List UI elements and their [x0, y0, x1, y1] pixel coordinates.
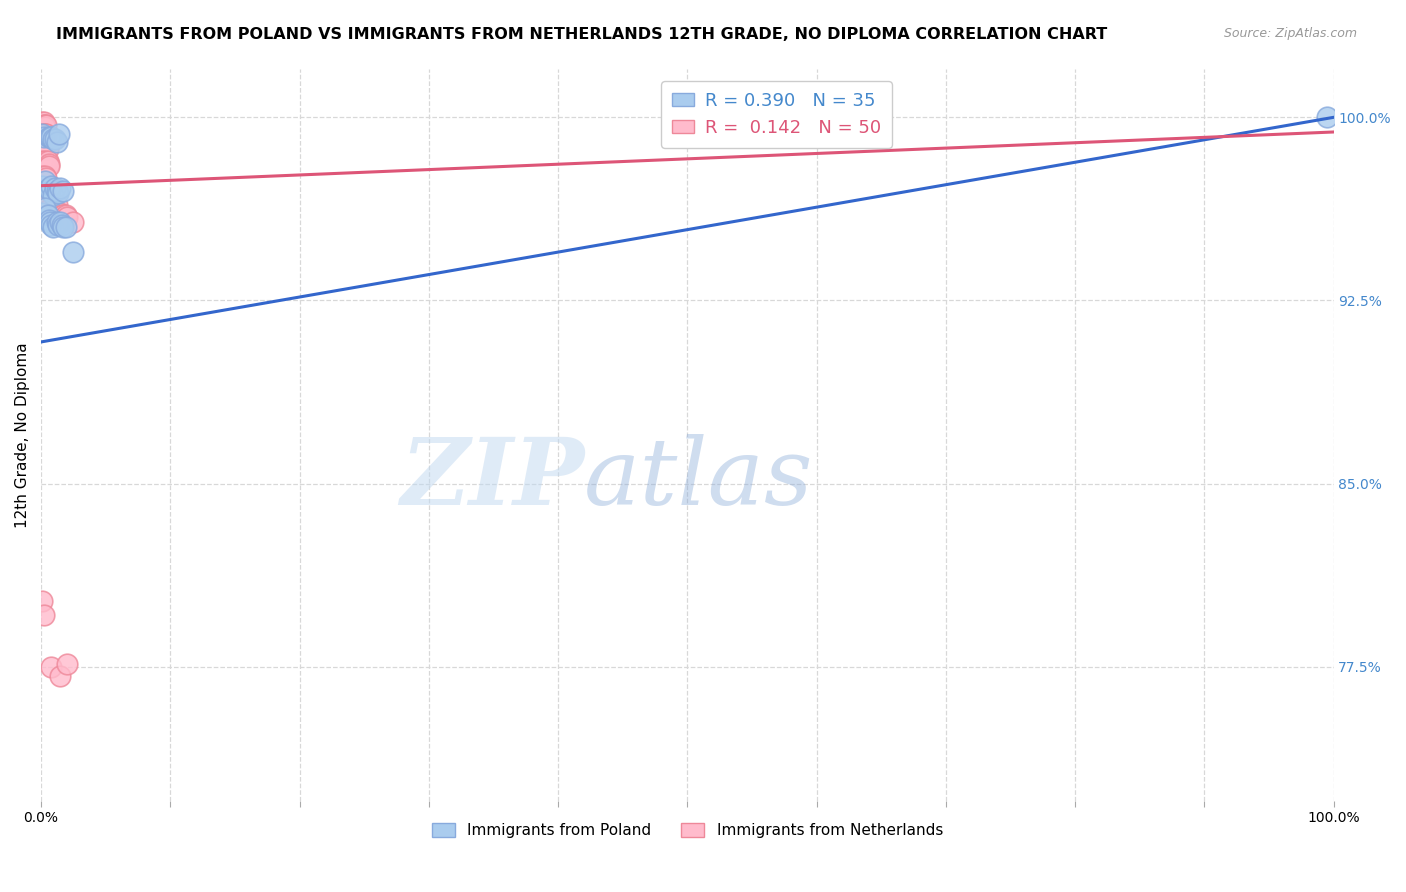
- Point: [34, 201, 56, 215]
- Point: [34, 169, 56, 183]
- Point: [38, 212, 60, 227]
- Point: [32, 171, 55, 186]
- Point: [31, 154, 53, 169]
- Point: [51, 208, 73, 222]
- Point: [32, 129, 55, 144]
- Y-axis label: 12th Grade, No Diploma: 12th Grade, No Diploma: [15, 342, 30, 527]
- Point: [55, 208, 77, 222]
- Point: [34, 129, 56, 144]
- Point: [34, 174, 56, 188]
- Point: [35, 171, 58, 186]
- Point: [38, 159, 60, 173]
- Point: [41, 129, 63, 144]
- Point: [62, 215, 84, 229]
- Point: [48, 128, 70, 142]
- Point: [37, 154, 59, 169]
- Point: [41, 178, 63, 193]
- Point: [31, 115, 53, 129]
- Point: [35, 142, 58, 156]
- Point: [46, 208, 69, 222]
- Point: [31, 593, 53, 607]
- Point: [56, 211, 79, 225]
- Point: [39, 201, 62, 215]
- Point: [31, 139, 53, 153]
- Point: [32, 157, 55, 171]
- Point: [52, 220, 75, 235]
- Point: [31, 129, 53, 144]
- Point: [35, 128, 58, 142]
- Point: [31, 118, 53, 132]
- Point: [37, 208, 59, 222]
- Point: [32, 118, 55, 132]
- Point: [44, 132, 66, 146]
- Point: [37, 139, 59, 153]
- Text: atlas: atlas: [583, 434, 814, 524]
- Point: [32, 608, 55, 623]
- Point: [32, 142, 55, 156]
- Point: [37, 142, 59, 156]
- Point: [62, 244, 84, 259]
- Point: [45, 198, 67, 212]
- Point: [41, 659, 63, 673]
- Point: [49, 669, 72, 683]
- Point: [31, 128, 53, 142]
- Text: Source: ZipAtlas.com: Source: ZipAtlas.com: [1223, 27, 1357, 40]
- Point: [34, 118, 56, 132]
- Point: [42, 220, 65, 235]
- Text: IMMIGRANTS FROM POLAND VS IMMIGRANTS FROM NETHERLANDS 12TH GRADE, NO DIPLOMA COR: IMMIGRANTS FROM POLAND VS IMMIGRANTS FRO…: [56, 27, 1108, 42]
- Point: [42, 132, 65, 146]
- Point: [34, 120, 56, 134]
- Legend: Immigrants from Poland, Immigrants from Netherlands: Immigrants from Poland, Immigrants from …: [426, 817, 949, 845]
- Point: [34, 128, 56, 142]
- Point: [49, 215, 72, 229]
- Point: [49, 181, 72, 195]
- Point: [31, 128, 53, 142]
- Point: [46, 218, 69, 232]
- Point: [45, 135, 67, 149]
- Point: [42, 188, 65, 202]
- Point: [35, 118, 58, 132]
- Point: [39, 129, 62, 144]
- Point: [49, 205, 72, 219]
- Point: [44, 181, 66, 195]
- Point: [46, 186, 69, 200]
- Point: [45, 184, 67, 198]
- Point: [45, 215, 67, 229]
- Point: [41, 218, 63, 232]
- Point: [35, 157, 58, 171]
- Point: [34, 154, 56, 169]
- Point: [55, 220, 77, 235]
- Point: [32, 128, 55, 142]
- Point: [31, 169, 53, 183]
- Point: [51, 218, 73, 232]
- Point: [32, 129, 55, 144]
- Point: [38, 181, 60, 195]
- Point: [39, 184, 62, 198]
- Point: [52, 208, 75, 222]
- Point: [32, 115, 55, 129]
- Point: [52, 184, 75, 198]
- Point: [56, 657, 79, 672]
- Point: [38, 157, 60, 171]
- Point: [38, 129, 60, 144]
- Point: [31, 205, 53, 219]
- Point: [32, 188, 55, 202]
- Point: [34, 139, 56, 153]
- Point: [1316, 111, 1339, 125]
- Point: [34, 191, 56, 205]
- Text: ZIP: ZIP: [399, 434, 583, 524]
- Point: [53, 211, 76, 225]
- Point: [39, 215, 62, 229]
- Point: [31, 178, 53, 193]
